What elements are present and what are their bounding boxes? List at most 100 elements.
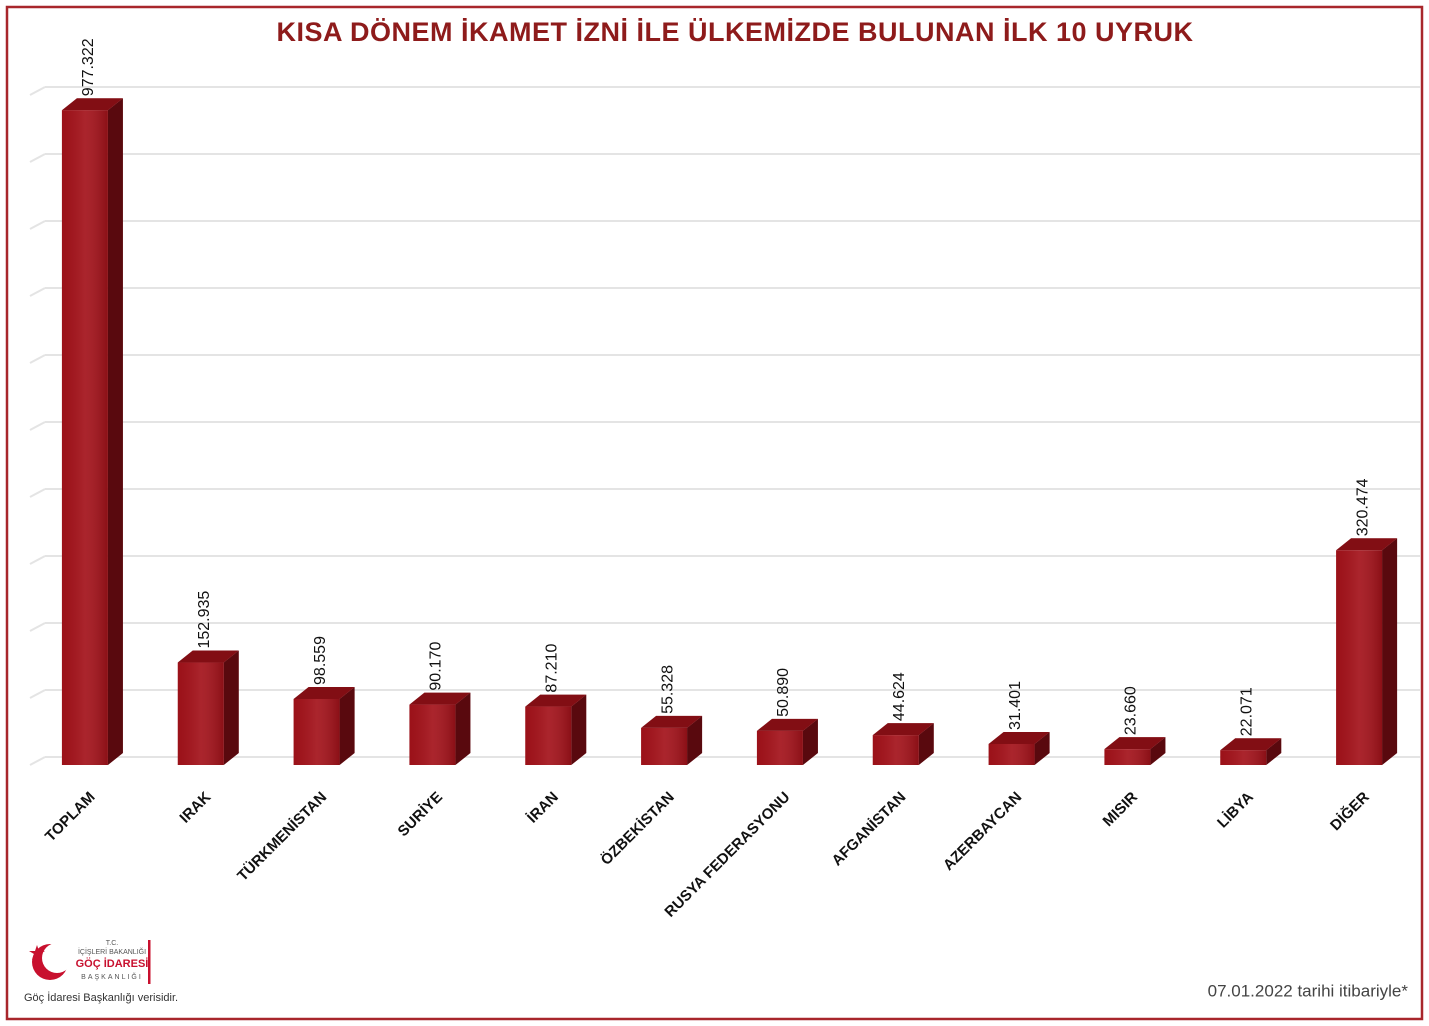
value-label: 22.071 [1238,687,1255,736]
bar-top [61,98,123,111]
bar-top [872,723,934,736]
bar-side-shade [1382,538,1398,765]
bar-shade [872,735,919,765]
grid-line-edge [29,421,46,431]
bar-top-shade [1220,738,1282,751]
chart-title: KISA DÖNEM İKAMET İZNİ İLE ÜLKEMİZDE BUL… [276,17,1193,47]
bar-top [1104,737,1166,750]
bar-top [756,718,818,731]
bar-side [107,98,123,765]
x-tick-label: TÜRKMENİSTAN [234,789,330,885]
value-label: 50.890 [775,668,792,717]
bar-side [1150,737,1166,765]
bar-side [1382,538,1398,765]
logo-bar [148,940,151,984]
bar-group [293,686,355,765]
grid-line-edge [29,220,46,230]
x-tick-label: MISIR [1100,788,1142,830]
x-tick-label: LİBYA [1214,788,1257,831]
bar-top-shade [641,715,703,728]
bar-side-shade [918,723,934,765]
grid-line-edge [29,354,46,364]
x-tick-label: AFGANİSTAN [829,789,910,870]
bar-side [339,686,355,765]
bar-side [802,718,818,765]
bar-group [872,723,934,765]
bar-group [756,718,818,765]
bar-shade [409,704,456,765]
value-label: 152.935 [196,591,213,649]
bar-top-shade [409,692,471,705]
grid-line-edge [29,689,46,699]
bar-shade [988,743,1035,765]
value-label: 320.474 [1354,478,1371,536]
logo-text: İÇİŞLERİ BAKANLIĞI [78,947,146,956]
x-tick-label: RUSYA FEDERASYONU [661,789,793,921]
bar-shade [525,706,572,765]
value-label: 90.170 [428,642,445,691]
bar-side [455,692,471,765]
x-tick-label: TOPLAM [42,789,99,846]
grid-line-edge [29,153,46,163]
bar-top-shade [756,718,818,731]
x-tick-label: IRAK [176,789,214,827]
value-label: 44.624 [891,672,908,721]
bar-side [1266,738,1282,765]
bar-group [1220,738,1282,765]
bar-top [409,692,471,705]
logo-star [29,945,45,960]
bar-shade [293,698,340,765]
bar-top [293,686,355,699]
bar-group [988,731,1050,765]
bar-side-shade [455,692,471,765]
bar-side [687,715,703,765]
value-label: 98.559 [312,636,329,685]
bar-top-shade [293,686,355,699]
bar-side [918,723,934,765]
bar-top [1220,738,1282,751]
source-note: Göç İdaresi Başkanlığı verisidir. [24,991,178,1004]
bar-group [177,650,239,765]
bar-side-shade [1266,738,1282,765]
bar-top-shade [525,694,587,707]
grid-line-edge [29,488,46,498]
grid-line-edge [29,287,46,297]
bar-top [177,650,239,663]
bar-top-shade [61,98,123,111]
bar-side-shade [571,694,587,765]
bar-side-shade [1150,737,1166,765]
bar-top-shade [872,723,934,736]
bar-top-shade [1336,538,1398,551]
logo: T.C. İÇİŞLERİ BAKANLIĞI GÖÇ İDARESİ BAŞK… [29,940,151,984]
bar-shade [1220,750,1267,765]
logo-text: T.C. [106,940,119,947]
x-tick-label: DİĞER [1326,788,1372,834]
value-label: 977.322 [80,38,97,96]
bar-side-shade [802,718,818,765]
value-label: 55.328 [659,665,676,714]
bar-top [525,694,587,707]
logo-crescent-cut [42,943,72,973]
bar-top [641,715,703,728]
bar-group [61,98,123,765]
bar-group [1104,737,1166,765]
bar-top-shade [177,650,239,663]
bar-shade [177,662,224,765]
logo-text: GÖÇ İDARESİ [76,957,149,970]
bar-side [571,694,587,765]
bar-side-shade [687,715,703,765]
bar-shade [756,730,803,765]
bar-group [525,694,587,765]
grid-line-edge [29,622,46,632]
grid-line-edge [29,86,46,96]
bar-shade [641,727,688,765]
bar-side-shade [223,650,239,765]
bar-top [988,731,1050,744]
value-label: 87.210 [543,644,560,693]
logo-text: BAŞKANLIĞI [81,972,143,981]
bar-top-shade [988,731,1050,744]
bar-group [641,715,703,765]
x-tick-label: İRAN [524,789,562,827]
